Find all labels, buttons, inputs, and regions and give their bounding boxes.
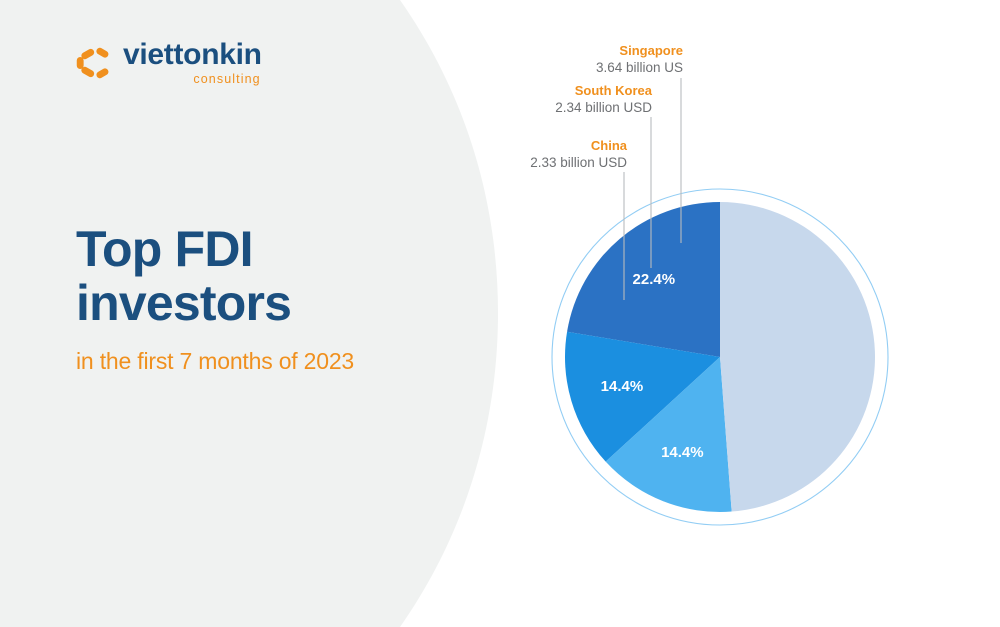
callout-south-korea-value: 2.34 billion USD — [555, 100, 652, 116]
background-panel — [0, 0, 498, 627]
slice-label-singapore: 22.4% — [633, 271, 676, 288]
page-title-line-1: Top FDI — [76, 221, 254, 277]
page-subtitle: in the first 7 months of 2023 — [76, 348, 355, 374]
callout-singapore-name: Singapore — [619, 43, 683, 58]
pie-slice-singapore — [567, 202, 720, 357]
hexagon-c-icon — [76, 47, 109, 78]
callout-singapore-value: 3.64 billion US — [595, 60, 683, 76]
brand-logo: viettonkin consulting — [74, 40, 262, 86]
slice-label-china: 14.4% — [661, 444, 704, 461]
headline-block: Top FDI investors in the first 7 months … — [76, 222, 456, 375]
logo-wordmark: viettonkin consulting — [123, 40, 262, 86]
page-title-line-2: investors — [76, 275, 292, 331]
leader-lines — [623, 78, 682, 300]
pie-chart-svg: 22.4% 14.4% 14.4% — [551, 78, 889, 526]
pie-slice-south-korea — [565, 331, 720, 462]
pie-chart: 22.4% 14.4% 14.4% China 2.33 billion USD S… — [520, 0, 1000, 627]
pie-slice-others — [720, 202, 876, 512]
slice-label-south-korea: 14.4% — [601, 378, 644, 395]
logo-tagline: consulting — [193, 72, 261, 86]
callout-china-value: 2.33 billion USD — [530, 155, 627, 171]
callout-singapore: Singapore 3.64 billion US — [596, 43, 683, 77]
callout-china-name: China — [590, 138, 627, 153]
logo-name: viettonkin — [123, 38, 262, 71]
pie-outer-ring — [551, 188, 889, 526]
pie-slice-china — [605, 357, 732, 512]
callout-china: China 2.33 billion USD — [530, 138, 627, 172]
callout-south-korea-name: South Korea — [574, 83, 652, 98]
callout-south-korea: South Korea 2.34 billion USD — [555, 83, 652, 117]
